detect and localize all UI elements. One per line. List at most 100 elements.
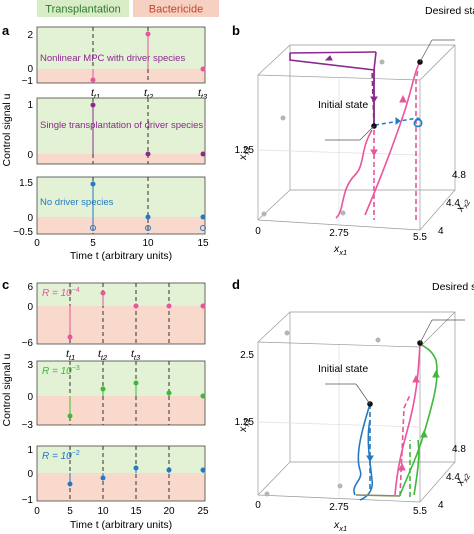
panel-a-xtick: 10 (142, 238, 154, 249)
panel-c3-bg-red (37, 473, 205, 501)
panel-d-x3-tick: 1.25 (235, 417, 255, 428)
panel-c-time-label: tt1 (66, 348, 75, 362)
legend-bactericide-swatch (133, 0, 219, 17)
panel-c3-frame (36, 445, 206, 502)
panel-c3-point (200, 467, 206, 473)
panel-d-label: d (232, 277, 240, 292)
legend-bactericide-label: Bactericide (149, 4, 203, 16)
panel-a-subplot-2: Single transplantation of driver species… (27, 97, 206, 165)
panel-c1-frame (36, 282, 206, 345)
panel-a-xtick: 0 (34, 238, 40, 249)
panel-c2-point (133, 380, 139, 386)
panel-c2-ytick: −3 (22, 420, 34, 431)
panel-b-grey-points (261, 59, 385, 217)
panel-b-label: b (232, 23, 240, 38)
panel-c3-point (133, 465, 139, 471)
panel-d-x2-tick: 4.4 (446, 472, 460, 483)
panel-a2-ytick: 1 (27, 100, 33, 111)
panel-a2-bg-green (37, 98, 205, 154)
panel-c-xtick: 25 (197, 506, 209, 517)
panel-d-initial-label: Initial state (318, 363, 368, 375)
panel-d-x1-label: xx1 (333, 519, 347, 533)
panel-c2-point (67, 413, 73, 419)
panel-a3-bg-green (37, 177, 205, 217)
panel-c3-ytick: −1 (22, 495, 34, 506)
panel-a2-point (90, 102, 96, 108)
panel-c3-ytick: 0 (27, 469, 33, 480)
panel-c-xtick: 0 (34, 506, 40, 517)
panel-c-subplot-2: R = 10−3 3 0 −3 (22, 360, 206, 431)
panel-a-time-label: tt1 (91, 87, 100, 101)
panel-b-x1-tick: 0 (255, 226, 261, 237)
panel-b-x2-tick: 4 (438, 226, 444, 237)
panel-c1-bg-green (37, 283, 205, 306)
panel-a-xtick: 15 (197, 238, 209, 249)
panel-c1-bg-red (37, 306, 205, 344)
panel-c2-bg-green (37, 361, 205, 396)
panel-c1-ytick: 0 (27, 302, 33, 313)
panel-b-x1-tick: 2.75 (329, 228, 349, 239)
legend-transplantation-swatch (37, 0, 129, 17)
panel-c-xtick: 10 (97, 506, 109, 517)
panel-a3-frame (36, 176, 206, 235)
panel-c2-frame (36, 360, 206, 426)
panel-c3-bg-green (37, 446, 205, 473)
panel-b-desired-label: Desired state (425, 5, 474, 17)
panel-c2-point (200, 393, 206, 399)
panel-c3-point (166, 467, 172, 473)
panel-a2-frame (36, 97, 206, 165)
panel-a-label: a (2, 23, 10, 38)
panel-a3-bg-red (37, 217, 205, 234)
panel-a2-point (200, 151, 206, 157)
panel-c1-point (200, 303, 206, 309)
panel-c-subplot-3: R = 10−2 1 0 −1 0 5 10 15 20 25 Time t (… (22, 445, 209, 531)
panel-a-xlabel: Time t (arbitrary units) (70, 250, 172, 262)
panel-b-initial-label: Initial state (318, 99, 368, 111)
panel-c1-point (133, 303, 139, 309)
panel-a3-point (200, 214, 206, 220)
panel-a1-bg-red (37, 69, 205, 83)
panel-a1-title: Nonlinear MPC with driver species (40, 53, 185, 64)
panel-a-subplot-3: No driver species 1.5 0 −0.5 0 5 10 15 T… (13, 176, 209, 262)
panel-d-x3-tick: 2.5 (240, 350, 254, 361)
panel-a2-bg-red (37, 154, 205, 164)
panel-a-xtick: 5 (90, 238, 96, 249)
panel-a2-title: Single transplantation of driver species (40, 120, 203, 131)
panel-b-x3-tick: 1.25 (235, 145, 255, 156)
panel-a3-ytick: 1.5 (19, 178, 33, 189)
panel-d-grey-points (264, 330, 381, 497)
panel-a1-point (145, 31, 151, 37)
panel-c1-point (100, 290, 106, 296)
panel-c3-point (67, 481, 73, 487)
panel-c1-title: R = 10−4 (42, 287, 80, 299)
panel-d-x2-tick: 4.8 (452, 444, 466, 455)
panel-c2-bg-red (37, 396, 205, 425)
panel-b-axes (257, 44, 456, 231)
panel-c3-title: R = 10−2 (42, 450, 80, 462)
panel-d-x1-tick: 2.75 (329, 502, 349, 513)
panel-c-xtick: 20 (163, 506, 175, 517)
panel-a3-point (145, 225, 151, 231)
panel-b-x2-tick: 4.8 (452, 170, 466, 181)
panel-d-x2-tick: 4 (438, 500, 444, 511)
panel-a-time-label: tt3 (198, 87, 208, 101)
panel-c2-ytick: 3 (27, 360, 33, 371)
panel-a3-point (200, 225, 206, 231)
panel-a2-ytick: 0 (27, 150, 33, 161)
panel-a2-point (145, 151, 151, 157)
panel-a1-ytick: 0 (27, 64, 33, 75)
panel-d-axes (257, 311, 456, 503)
panel-a3-point (90, 225, 96, 231)
panel-c1-ytick: 6 (27, 282, 33, 293)
panel-b-x1-label: xx1 (333, 243, 347, 257)
panel-a-ylabel: Control signal u (1, 93, 13, 166)
panel-a1-point (200, 66, 206, 72)
panel-c2-title: R = 10−3 (42, 365, 80, 377)
panel-c-xtick: 5 (67, 506, 73, 517)
panel-c2-point (166, 390, 172, 396)
panel-a1-bg-green (37, 27, 205, 69)
panel-c3-ytick: 1 (27, 445, 33, 456)
panel-c-ylabel: Control signal u (1, 353, 13, 426)
panel-a1-point (90, 77, 96, 83)
panel-a3-ytick: −0.5 (13, 227, 33, 238)
